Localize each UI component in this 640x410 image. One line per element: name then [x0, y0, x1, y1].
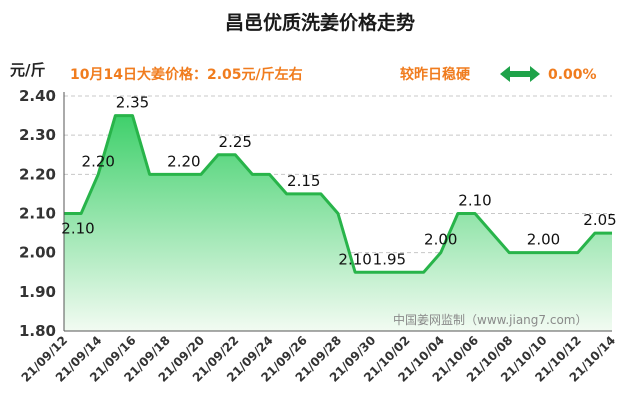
- y-tick-label: 1.90: [19, 283, 56, 301]
- y-tick-label: 1.80: [19, 322, 56, 340]
- data-label: 2.10: [458, 192, 491, 210]
- y-tick-label: 2.30: [19, 126, 56, 144]
- data-label: 2.20: [167, 152, 200, 170]
- data-label: 2.10: [61, 220, 94, 238]
- y-tick-label: 2.10: [19, 205, 56, 223]
- y-tick-label: 2.20: [19, 165, 56, 183]
- data-label: 2.35: [116, 94, 149, 112]
- price-line: [64, 114, 612, 274]
- trend-label: 较昨日稳硬: [400, 66, 471, 83]
- chart-title: 昌邑优质洗姜价格走势: [225, 11, 415, 34]
- double-arrow-icon: [500, 66, 540, 82]
- data-label: 2.25: [219, 133, 252, 151]
- data-label: 2.20: [82, 152, 115, 170]
- price-note: 10月14日大姜价格：2.05元/斤左右: [70, 66, 303, 83]
- data-label: 2.10: [338, 250, 371, 268]
- data-label: 2.15: [287, 172, 320, 190]
- data-label: 2.00: [527, 231, 560, 249]
- y-tick-label: 2.40: [19, 87, 56, 105]
- watermark: 中国姜网监制（www.jiang7.com）: [393, 312, 587, 327]
- data-label: 1.95: [373, 250, 406, 268]
- data-labels: 2.102.202.352.202.252.152.10 1.952.002.10…: [61, 94, 616, 269]
- price-area: [64, 115, 612, 331]
- data-label: 2.00: [424, 231, 457, 249]
- y-axis-ticks: 1.80 1.90 2.00 2.10 2.20 2.30 2.40: [19, 87, 56, 340]
- change-percent: 0.00%: [548, 67, 597, 83]
- data-label: 2.05: [583, 211, 616, 229]
- y-axis-unit: 元/斤: [10, 61, 45, 79]
- x-axis-ticks: 21/09/1221/09/1421/09/1621/09/1821/09/20…: [19, 333, 619, 385]
- y-tick-label: 2.00: [19, 244, 56, 262]
